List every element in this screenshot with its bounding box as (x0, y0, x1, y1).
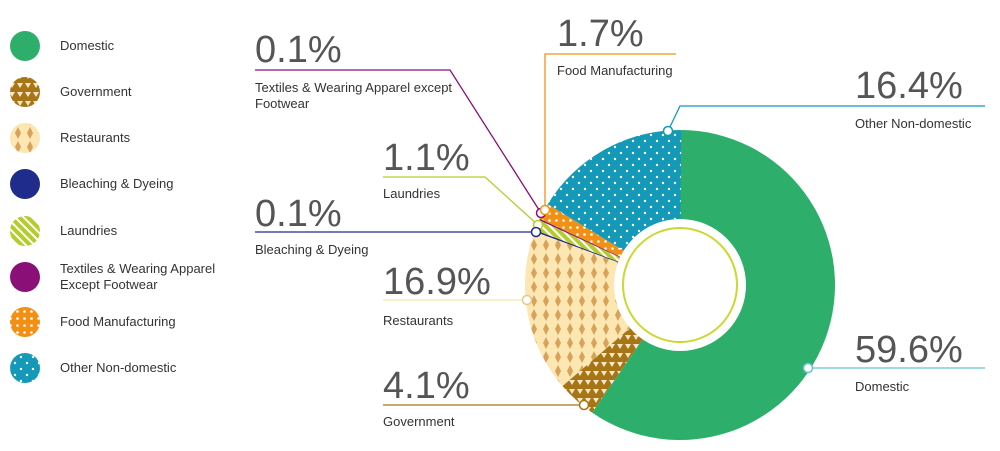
legend-swatch (10, 123, 40, 153)
slice-bleaching (534, 230, 624, 265)
callout-textiles: 0.1% Textiles & Wearing Apparel exceptFoo… (255, 29, 547, 219)
leader-dot (521, 294, 533, 306)
legend-swatch (10, 353, 40, 383)
legend-swatch (10, 216, 40, 246)
legend-item-other: Other Non-domestic (10, 353, 177, 383)
legend-label: Textiles & Wearing Apparel (60, 261, 215, 276)
data-label-category: Government (383, 414, 455, 429)
data-label-category: Laundries (383, 186, 441, 201)
legend-swatch (10, 262, 40, 292)
callout-laundries: 1.1% Laundries (383, 137, 544, 231)
callout-food: 1.7% Food Manufacturing (539, 13, 676, 216)
callout-domestic: 59.6% Domestic (802, 329, 985, 394)
data-label-category: Food Manufacturing (557, 63, 673, 78)
legend-item-government: Government (10, 77, 132, 107)
data-label-pct: 16.9% (383, 261, 491, 303)
data-label-pct: 0.1% (255, 29, 342, 71)
callout-bleaching: 0.1% Bleaching & Dyeing (255, 193, 542, 257)
data-label-category: Textiles & Wearing Apparel except (255, 80, 452, 95)
data-label-category: Bleaching & Dyeing (255, 242, 368, 257)
leader-dot (802, 362, 814, 374)
legend-label: Laundries (60, 223, 118, 238)
legend-label: Food Manufacturing (60, 314, 176, 329)
slice-laundries (535, 220, 626, 264)
slice-domestic (592, 130, 835, 440)
data-label-category: Other Non-domestic (855, 116, 972, 131)
legend-swatch (10, 307, 40, 337)
legend-item-domestic: Domestic (10, 31, 115, 61)
legend-swatch (10, 31, 40, 61)
data-label-category: Footwear (255, 96, 310, 111)
slice-other (547, 130, 682, 254)
donut-center (614, 219, 746, 351)
data-label-pct: 59.6% (855, 329, 963, 371)
data-label-pct: 4.1% (383, 365, 470, 407)
slice-food (539, 204, 629, 260)
leader-line (667, 105, 985, 132)
center-hole (614, 219, 746, 351)
data-label-pct: 1.7% (557, 13, 644, 55)
slice-textiles (539, 218, 626, 260)
legend-label: Government (60, 84, 132, 99)
legend-label: Restaurants (60, 130, 131, 145)
leader-dot (539, 204, 551, 216)
callout-restaurants: 16.9% Restaurants (383, 261, 533, 328)
callouts: 0.1%Textiles & Wearing Apparel exceptFoo… (255, 13, 985, 429)
callout-government: 4.1% Government (383, 365, 590, 429)
leader-dot (662, 125, 674, 137)
slice-restaurants (525, 231, 635, 387)
slice-government (562, 324, 646, 413)
leader-dot (578, 399, 590, 411)
legend-item-food: Food Manufacturing (10, 307, 176, 337)
legend-item-restaurants: Restaurants (10, 123, 131, 153)
data-label-pct: 0.1% (255, 193, 342, 235)
data-label-category: Domestic (855, 379, 910, 394)
legend-item-laundries: Laundries (10, 216, 118, 246)
legend-item-bleaching: Bleaching & Dyeing (10, 169, 173, 199)
leader-line (544, 53, 676, 210)
legend-label: Domestic (60, 38, 115, 53)
data-label-pct: 1.1% (383, 137, 470, 179)
leader-line (255, 69, 542, 214)
leader-line (383, 176, 539, 226)
data-label-category: Restaurants (383, 313, 454, 328)
legend-swatch (10, 77, 40, 107)
leader-dot (530, 226, 542, 238)
legend-label: Except Footwear (60, 277, 158, 292)
callout-other: 16.4% Other Non-domestic (662, 65, 985, 137)
donut-slices (525, 130, 835, 440)
legend-swatch (10, 169, 40, 199)
legend: Domestic Government Restaurants Bleaching &… (10, 31, 215, 383)
data-label-pct: 16.4% (855, 65, 963, 107)
legend-label: Bleaching & Dyeing (60, 176, 173, 191)
legend-label: Other Non-domestic (60, 360, 177, 375)
center-ring (622, 227, 738, 343)
